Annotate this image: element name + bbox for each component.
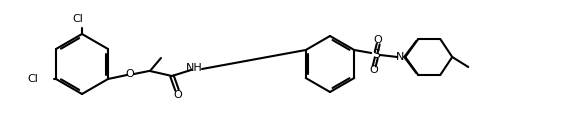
Text: O: O <box>126 69 135 79</box>
Text: Cl: Cl <box>27 74 38 84</box>
Text: O: O <box>173 90 182 100</box>
Text: S: S <box>372 48 380 62</box>
Text: Cl: Cl <box>72 14 84 24</box>
Text: N: N <box>396 52 404 62</box>
Text: O: O <box>370 65 379 75</box>
Text: O: O <box>374 35 383 45</box>
Text: NH: NH <box>186 63 202 73</box>
